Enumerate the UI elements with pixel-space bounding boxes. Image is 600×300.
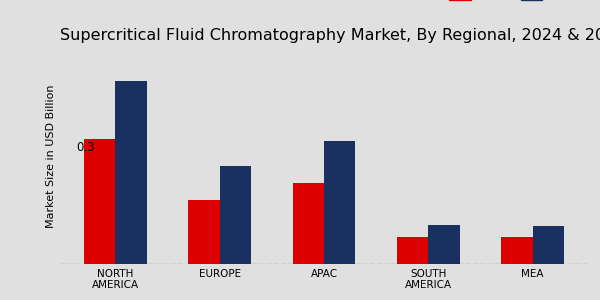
Bar bbox=[324, 142, 355, 264]
Text: Supercritical Fluid Chromatography Market, By Regional, 2024 & 2035: Supercritical Fluid Chromatography Marke… bbox=[60, 28, 600, 43]
Bar bbox=[502, 237, 533, 264]
Bar bbox=[293, 183, 324, 264]
Y-axis label: Market Size in USD Billion: Market Size in USD Billion bbox=[46, 84, 56, 228]
Bar bbox=[220, 167, 251, 264]
Bar bbox=[115, 81, 146, 264]
Bar bbox=[533, 226, 564, 264]
Bar bbox=[84, 140, 115, 264]
Bar bbox=[188, 200, 220, 264]
Text: 0.3: 0.3 bbox=[77, 141, 95, 154]
Legend: 2024, 2035: 2024, 2035 bbox=[445, 0, 582, 7]
Bar bbox=[428, 224, 460, 264]
Bar bbox=[397, 237, 428, 264]
